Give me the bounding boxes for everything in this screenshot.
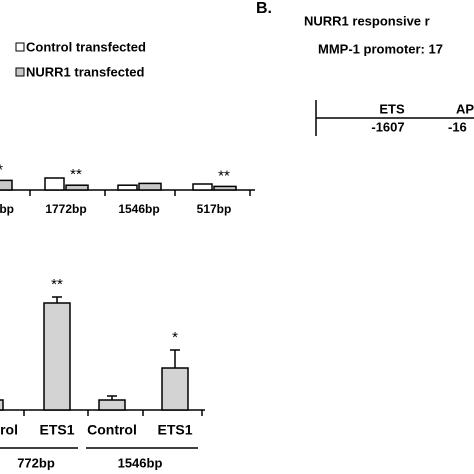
- panel-label: B.: [256, 0, 272, 17]
- annotation: **: [70, 166, 82, 183]
- site-name: ETS: [379, 101, 405, 116]
- annotation: *: [0, 161, 3, 178]
- bar: [98, 399, 126, 411]
- group-label: 1546bp: [118, 455, 163, 470]
- legend-swatch: [15, 42, 25, 52]
- bar: [117, 184, 138, 191]
- group-label: 772bp: [17, 455, 55, 470]
- bar: [44, 177, 65, 191]
- bar: [0, 179, 13, 191]
- panel-title: NURR1 responsive r: [304, 13, 430, 28]
- x-tick-label: 1546bp: [118, 202, 159, 216]
- bar: [43, 302, 71, 411]
- x-tick-label: bp: [0, 202, 14, 216]
- x-tick-label: 1772bp: [45, 202, 86, 216]
- bar: [213, 185, 237, 191]
- x-tick-label: 517bp: [197, 202, 232, 216]
- bar: [0, 399, 4, 411]
- promoter-label: MMP-1 promoter: 17: [318, 41, 443, 56]
- legend-swatch: [15, 67, 25, 77]
- x-tick-label: ETS1: [39, 422, 74, 438]
- annotation: *: [172, 329, 178, 346]
- x-tick-label: ETS1: [157, 422, 192, 438]
- annotation: **: [51, 276, 63, 293]
- x-tick-label: Control: [87, 422, 137, 438]
- site-position: -16: [448, 119, 467, 134]
- x-tick-label: trol: [0, 422, 18, 438]
- bar: [65, 184, 89, 191]
- legend-label: NURR1 transfected: [26, 64, 145, 79]
- annotation: **: [218, 167, 230, 184]
- bar: [161, 367, 189, 411]
- legend-label: Control transfected: [26, 39, 146, 54]
- site-position: -1607: [371, 119, 404, 134]
- bar: [138, 182, 162, 191]
- site-name: AP: [456, 101, 474, 116]
- bar: [192, 183, 213, 191]
